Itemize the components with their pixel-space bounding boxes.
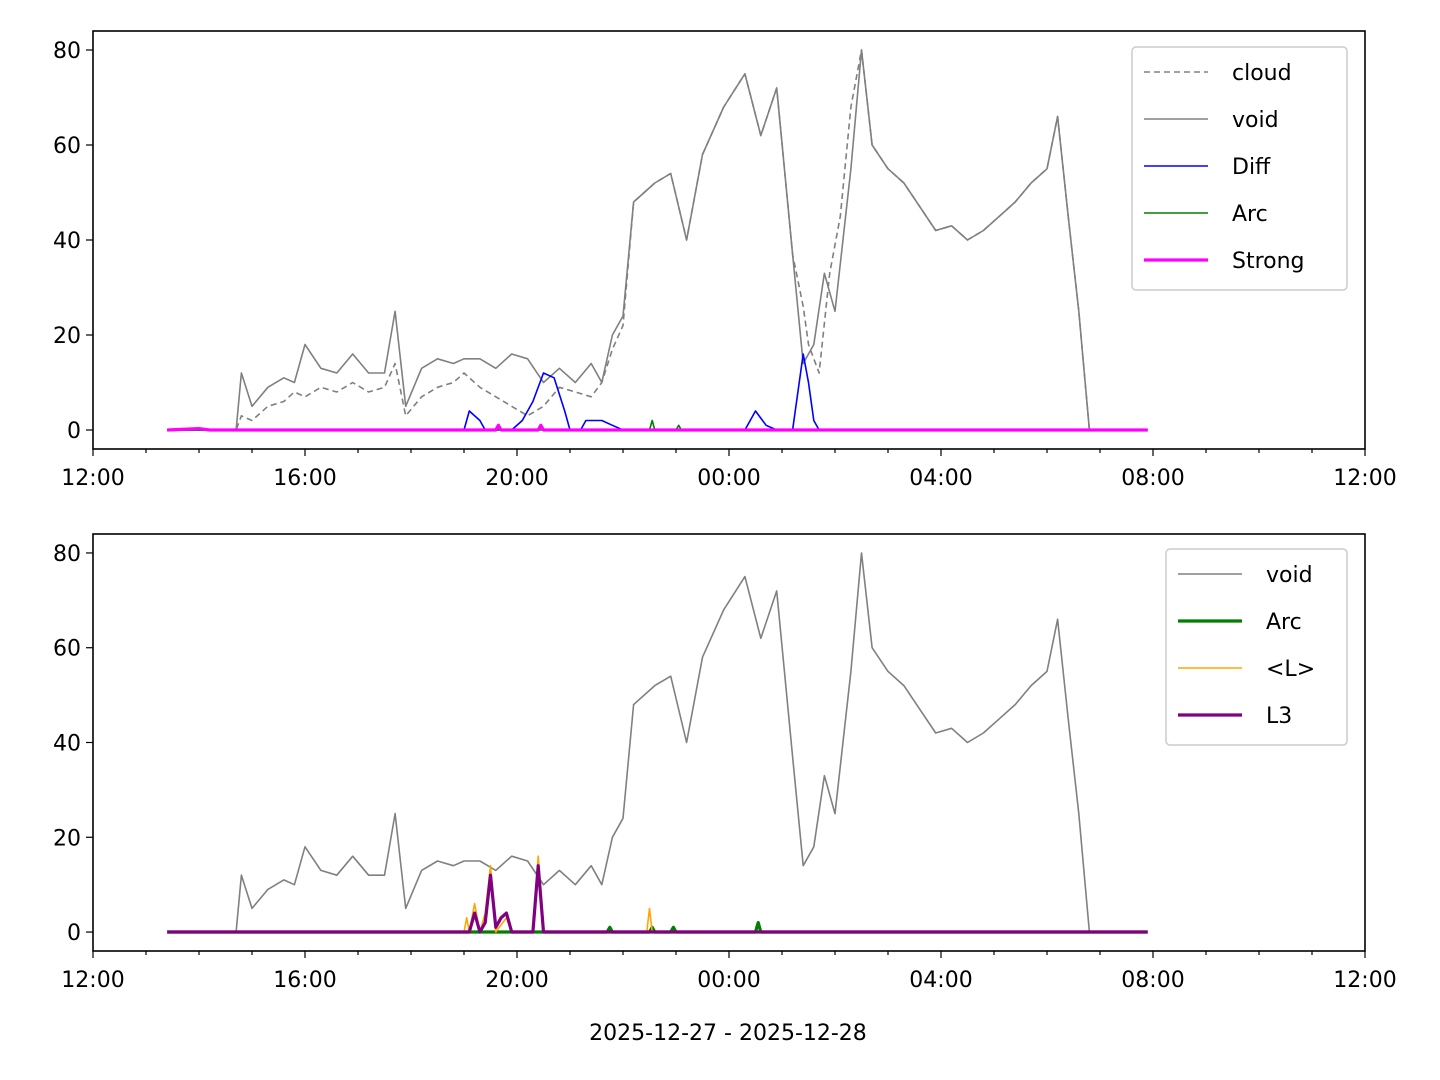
series-line-void — [167, 552, 1091, 933]
legend-box — [1131, 46, 1348, 291]
y-tick-label: 0 — [67, 921, 81, 946]
legend-label: L3 — [1266, 704, 1292, 729]
y-tick-label: 20 — [53, 826, 81, 851]
x-axis-label: 2025-12-27 - 2025-12-28 — [589, 1021, 867, 1046]
legend-label: Arc — [1232, 202, 1268, 227]
legend-label: Diff — [1232, 155, 1271, 180]
legend-label: cloud — [1232, 61, 1292, 86]
legend-label: void — [1266, 563, 1313, 588]
series-line-l3 — [167, 864, 1148, 934]
series-line-strong — [167, 423, 1148, 432]
legend-label: <L> — [1266, 657, 1315, 682]
x-tick-label: 04:00 — [909, 968, 972, 993]
x-tick-label: 08:00 — [1121, 466, 1184, 491]
x-tick-label: 16:00 — [273, 968, 336, 993]
x-tick-label: 12:00 — [61, 466, 124, 491]
y-tick-label: 60 — [53, 637, 81, 662]
x-tick-label: 20:00 — [485, 968, 548, 993]
y-tick-label: 40 — [53, 732, 81, 757]
y-tick-label: 60 — [53, 134, 81, 159]
bottom-panel: 12:00 16:00 20:00 00:00 04:00 08:00 12:00 0 20 40… — [53, 533, 1397, 993]
y-tick-label: 40 — [53, 229, 81, 254]
x-tick-label: 12:00 — [61, 968, 124, 993]
y-tick-label: 80 — [53, 542, 81, 567]
series-line-void — [167, 49, 1091, 431]
x-tick-label: 00:00 — [697, 466, 760, 491]
legend-label: Strong — [1232, 249, 1305, 274]
legend-box — [1165, 548, 1348, 746]
legend-label: void — [1232, 108, 1279, 133]
x-tick-label: 12:00 — [1333, 968, 1396, 993]
x-tick-label: 16:00 — [273, 466, 336, 491]
x-tick-label: 04:00 — [909, 466, 972, 491]
x-tick-label: 20:00 — [485, 466, 548, 491]
x-tick-label: 12:00 — [1333, 466, 1396, 491]
legend-label: Arc — [1266, 610, 1302, 635]
x-tick-label: 08:00 — [1121, 968, 1184, 993]
y-tick-label: 0 — [67, 419, 81, 444]
y-tick-label: 80 — [53, 39, 81, 64]
x-tick-label: 00:00 — [697, 968, 760, 993]
top-panel: 12:00 16:00 20:00 00:00 04:00 08:00 12:00 0 20 40… — [53, 30, 1397, 491]
y-tick-label: 20 — [53, 324, 81, 349]
